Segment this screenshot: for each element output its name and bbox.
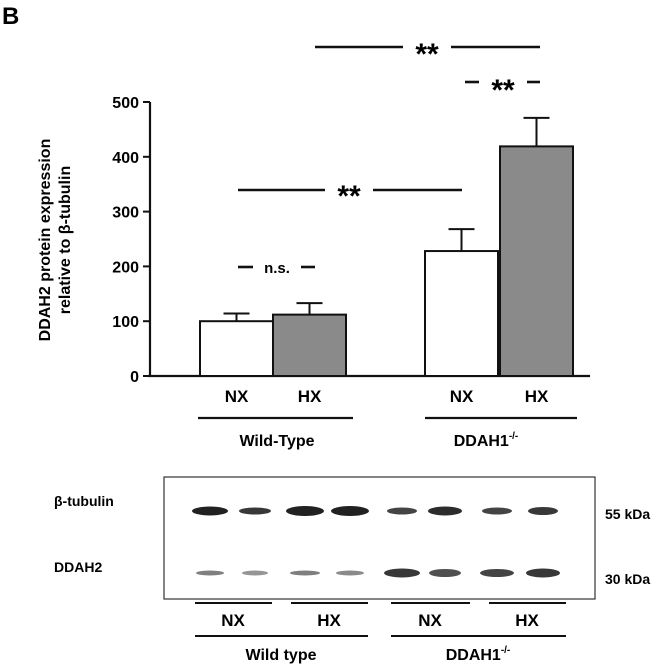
blot-cond-label: HX bbox=[317, 611, 341, 630]
ddah2-band bbox=[384, 568, 420, 578]
tubulin-band bbox=[239, 507, 271, 515]
y-axis-title-line-2: relative to β-tubulin bbox=[57, 166, 74, 314]
ddah2-band bbox=[242, 570, 268, 576]
blot-frame bbox=[163, 476, 596, 600]
y-tick-label: 200 bbox=[112, 259, 139, 276]
bar-chart: 0 100 200 300 400 500 NX HX NX HX Wild-Type DDAH1-/… bbox=[112, 38, 590, 450]
blot-cond-label: NX bbox=[221, 611, 245, 630]
y-tick-label: 400 bbox=[112, 150, 139, 167]
ddah2-band bbox=[429, 569, 461, 577]
y-tick-label: 300 bbox=[112, 205, 139, 222]
tubulin-band bbox=[482, 507, 512, 515]
blot-group-label-ddah1-sup: -/- bbox=[501, 645, 510, 656]
tubulin-band bbox=[192, 506, 228, 516]
ddah2-band bbox=[480, 569, 514, 577]
blot-bands bbox=[192, 506, 560, 578]
blot-cond-label: NX bbox=[418, 611, 442, 630]
tubulin-band bbox=[528, 507, 558, 515]
bar bbox=[499, 145, 574, 377]
bar bbox=[424, 250, 499, 377]
y-tick-label: 500 bbox=[112, 95, 139, 112]
significance-label: ** bbox=[415, 38, 439, 71]
group-label-sup: -/- bbox=[509, 431, 518, 442]
tubulin-band bbox=[286, 506, 324, 516]
x-tick-label: HX bbox=[525, 387, 549, 406]
x-tick-label: HX bbox=[298, 387, 322, 406]
ddah2-band bbox=[290, 570, 320, 576]
blot-group-label-wild-type: Wild type bbox=[246, 647, 317, 664]
significance-label: ** bbox=[491, 74, 515, 107]
blot-row-label-ddah2: DDAH2 bbox=[54, 559, 102, 575]
significance-label: n.s. bbox=[264, 260, 290, 277]
blot-cond-label: HX bbox=[515, 611, 539, 630]
blot-group-label-ddah1: DDAH1-/- bbox=[446, 645, 511, 664]
y-axis-title: DDAH2 protein expression relative to β-t… bbox=[37, 139, 74, 342]
tubulin-band bbox=[428, 506, 462, 516]
panel-label: B bbox=[2, 3, 19, 30]
bar bbox=[199, 320, 274, 378]
blot-size-30kda: 30 kDa bbox=[605, 571, 650, 587]
blot-size-55kda: 55 kDa bbox=[605, 506, 650, 522]
blot-row-label-tubulin: β-tubulin bbox=[54, 493, 114, 509]
ddah2-band bbox=[336, 570, 364, 576]
y-tick-label: 0 bbox=[130, 369, 139, 386]
ddah2-band bbox=[526, 568, 560, 578]
group-label: Wild-Type bbox=[239, 433, 314, 450]
western-blot: β-tubulin DDAH2 55 kDa 30 kDa NX HX NX H… bbox=[54, 476, 650, 664]
group-label: DDAH1-/- bbox=[454, 431, 519, 450]
y-tick-label: 100 bbox=[112, 314, 139, 331]
tubulin-band bbox=[331, 506, 369, 516]
group-label-name: Wild-Type bbox=[239, 433, 314, 450]
significance-label: ** bbox=[337, 180, 361, 213]
bar bbox=[272, 313, 347, 377]
group-label-name: DDAH1 bbox=[454, 433, 509, 450]
ddah2-band bbox=[196, 570, 224, 576]
x-tick-label: NX bbox=[450, 387, 474, 406]
y-axis-title-line-1: DDAH2 protein expression bbox=[37, 139, 54, 342]
tubulin-band bbox=[387, 507, 417, 515]
x-tick-label: NX bbox=[225, 387, 249, 406]
blot-group-label-ddah1-name: DDAH1 bbox=[446, 647, 501, 664]
